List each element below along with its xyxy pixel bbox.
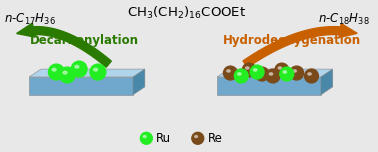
Polygon shape [17, 23, 35, 37]
Polygon shape [339, 24, 357, 38]
Ellipse shape [278, 67, 282, 69]
Text: Hydrodeoxygenation: Hydrodeoxygenation [223, 34, 361, 47]
Circle shape [140, 132, 152, 144]
Ellipse shape [227, 70, 230, 72]
Polygon shape [29, 69, 145, 77]
Ellipse shape [259, 71, 262, 73]
Ellipse shape [63, 71, 67, 74]
Ellipse shape [75, 65, 79, 68]
Text: CH$_3$(CH$_2$)$_{16}$COOEt: CH$_3$(CH$_2$)$_{16}$COOEt [127, 5, 246, 21]
Ellipse shape [238, 73, 241, 75]
Text: Decarbonylation: Decarbonylation [29, 34, 139, 47]
Circle shape [305, 69, 318, 83]
Ellipse shape [253, 69, 257, 71]
Ellipse shape [94, 68, 98, 71]
Ellipse shape [143, 135, 146, 138]
Circle shape [48, 64, 64, 80]
Polygon shape [243, 27, 345, 67]
Circle shape [250, 65, 264, 79]
Text: Ru: Ru [156, 132, 171, 145]
Ellipse shape [308, 73, 311, 75]
Ellipse shape [293, 70, 296, 72]
Circle shape [280, 67, 294, 81]
Circle shape [223, 66, 237, 80]
Polygon shape [217, 69, 333, 77]
Ellipse shape [52, 68, 56, 71]
Ellipse shape [195, 135, 198, 138]
Text: $n$-C$_{17}$H$_{36}$: $n$-C$_{17}$H$_{36}$ [4, 12, 56, 27]
Circle shape [266, 69, 280, 83]
Circle shape [242, 63, 256, 77]
Circle shape [59, 67, 75, 83]
Text: Re: Re [208, 132, 223, 145]
Circle shape [290, 66, 304, 80]
Polygon shape [217, 77, 321, 95]
Text: $n$-C$_{18}$H$_{38}$: $n$-C$_{18}$H$_{38}$ [318, 12, 370, 27]
Circle shape [71, 61, 87, 77]
Circle shape [255, 67, 269, 81]
Polygon shape [321, 69, 333, 95]
Circle shape [275, 63, 289, 77]
Ellipse shape [269, 73, 273, 75]
Polygon shape [133, 69, 145, 95]
Circle shape [90, 64, 106, 80]
Circle shape [234, 69, 248, 83]
Polygon shape [26, 27, 111, 67]
Ellipse shape [283, 71, 287, 73]
Polygon shape [29, 77, 133, 95]
Circle shape [192, 132, 204, 144]
Ellipse shape [246, 67, 249, 69]
